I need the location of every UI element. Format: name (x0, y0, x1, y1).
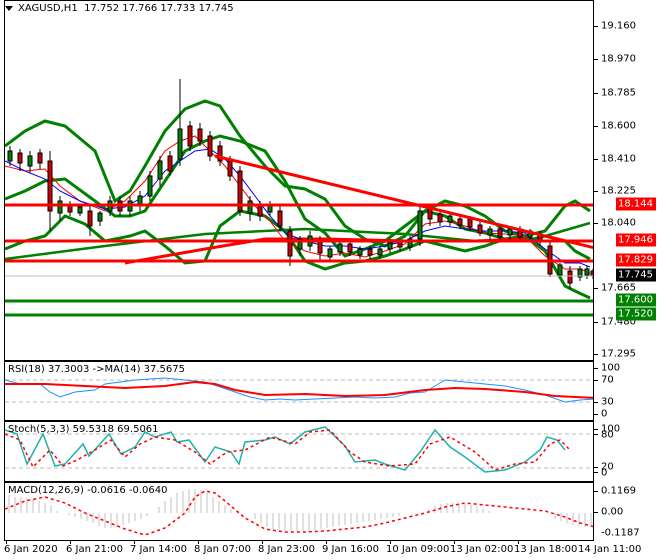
rsi-axis-label: 0 (601, 408, 608, 420)
rsi-label: RSI(18) 37.3003 ->MA(14) 37.5675 (8, 364, 185, 375)
level-tag-17600: 17.600 (616, 293, 656, 307)
price-label: 18.970 (601, 53, 636, 65)
time-label: 10 Jan 09:00 (386, 544, 450, 555)
stoch-axis-label: 0 (601, 467, 608, 479)
stoch-axis: 100 80 20 0 (594, 421, 660, 482)
price-label: 18.040 (601, 217, 636, 229)
price-chart-svg (5, 79, 593, 317)
stoch-axis-label: 100 (601, 423, 621, 435)
time-label: 7 Jan 14:00 (130, 544, 187, 555)
price-label: 17.480 (601, 316, 636, 328)
macd-axis-label: -0.1187 (601, 527, 640, 539)
price-label: 18.600 (601, 120, 636, 132)
macd-svg (5, 489, 593, 536)
stoch-label: Stoch(5,3,3) 59.5318 69.5061 (8, 424, 159, 435)
price-label: 17.295 (601, 348, 636, 360)
current-price-tag: 17.745 (616, 268, 656, 282)
level-tag-18144: 18.144 (616, 197, 656, 211)
rsi-axis-label: 100 (601, 362, 621, 374)
macd-pane[interactable]: MACD(12,26,9) -0.0616 -0.0640 (4, 482, 594, 541)
time-label: 8 Jan 07:00 (194, 544, 251, 555)
price-label: 17.665 (601, 282, 636, 294)
level-tag-17520: 17.520 (616, 307, 656, 321)
stoch-axis-label: 80 (601, 429, 614, 441)
time-label: 6 Jan 2020 (4, 544, 58, 555)
stoch-axis-label: 20 (601, 461, 614, 473)
price-label: 19.160 (601, 20, 636, 32)
rsi-svg (5, 377, 593, 403)
time-label: 8 Jan 23:00 (258, 544, 315, 555)
symbol-label: XAGUSD,H1 (18, 3, 78, 14)
level-tag-17829: 17.829 (616, 253, 656, 267)
time-label: 13 Jan 18:00 (514, 544, 578, 555)
rsi-pane[interactable]: RSI(18) 37.3003 ->MA(14) 37.5675 (4, 361, 594, 421)
stoch-svg (5, 426, 593, 473)
rsi-axis-label: 30 (601, 396, 614, 408)
ohlc-values: 17.752 17.766 17.733 17.745 (84, 3, 234, 14)
time-label: 6 Jan 21:00 (66, 544, 123, 555)
time-label: 9 Jan 16:00 (322, 544, 379, 555)
time-label: 14 Jan 11:00 (578, 544, 642, 555)
macd-axis-label: 0.00 (601, 506, 624, 518)
time-axis: 6 Jan 2020 6 Jan 21:00 7 Jan 14:00 8 Jan… (4, 540, 641, 560)
level-tag-17946: 17.946 (616, 233, 656, 247)
price-axis: 19.160 18.970 18.785 18.600 18.410 18.22… (594, 0, 660, 361)
dropdown-triangle-icon[interactable] (5, 5, 13, 11)
price-label: 18.785 (601, 87, 636, 99)
rsi-axis: 100 70 30 0 (594, 361, 660, 421)
macd-axis-label: 0.1169 (601, 485, 636, 497)
stochastic-pane[interactable]: Stoch(5,3,3) 59.5318 69.5061 (4, 421, 594, 482)
time-label: 13 Jan 02:00 (450, 544, 514, 555)
macd-axis: 0.1169 0.00 -0.1187 (594, 482, 660, 541)
price-chart-pane[interactable] (4, 0, 594, 361)
chart-header: XAGUSD,H1 17.752 17.766 17.733 17.745 (5, 3, 234, 14)
macd-label: MACD(12,26,9) -0.0616 -0.0640 (8, 485, 168, 496)
price-label: 18.225 (601, 185, 636, 197)
price-label: 18.410 (601, 153, 636, 165)
rsi-axis-label: 70 (601, 374, 614, 386)
